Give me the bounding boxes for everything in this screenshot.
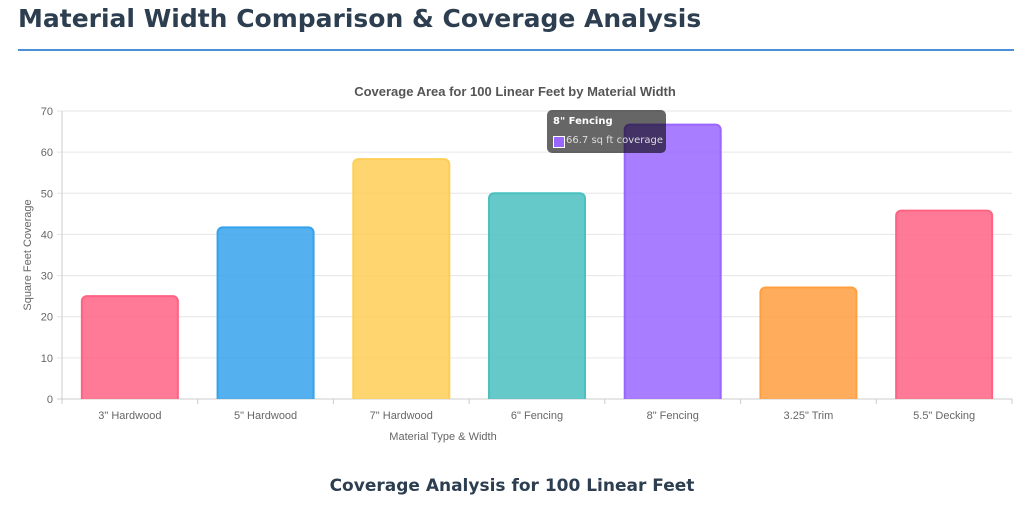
y-tick-label: 0 (47, 394, 53, 406)
section-title: Coverage Analysis for 100 Linear Feet (329, 476, 695, 496)
page-title: Material Width Comparison & Coverage Ana… (18, 4, 702, 33)
y-axis-label: Square Feet Coverage (22, 199, 34, 310)
y-tick-label: 20 (41, 312, 53, 324)
y-tick-label: 10 (41, 353, 53, 365)
title-divider (18, 49, 1014, 51)
tooltip-title: 8" Fencing (553, 116, 613, 127)
chart-title: Coverage Area for 100 Linear Feet by Mat… (354, 84, 676, 99)
x-tick-label: 3.25" Trim (784, 410, 834, 422)
y-tick-label: 60 (41, 147, 53, 159)
x-tick-label: 5.5" Decking (913, 410, 975, 422)
y-tick-label: 30 (41, 271, 53, 283)
x-tick-label: 3" Hardwood (98, 410, 161, 422)
tooltip-swatch (553, 136, 565, 148)
x-tick-label: 8" Fencing (647, 410, 699, 422)
x-tick-label: 6" Fencing (511, 410, 563, 422)
tooltip-value: 66.7 sq ft coverage (566, 135, 664, 146)
bar (352, 158, 451, 399)
bar (216, 226, 315, 399)
bar (80, 295, 179, 399)
bar-chart: Coverage Area for 100 Linear Feet by Mat… (22, 84, 1013, 443)
y-tick-label: 70 (41, 106, 53, 118)
y-tick-label: 40 (41, 229, 53, 241)
x-tick-label: 7" Hardwood (370, 410, 433, 422)
x-tick-label: 5" Hardwood (234, 410, 297, 422)
chart-tooltip: 8" Fencing 66.7 sq ft coverage (547, 110, 666, 153)
bar (488, 192, 586, 399)
y-tick-label: 50 (41, 188, 53, 200)
x-axis-label: Material Type & Width (389, 431, 496, 443)
bar (759, 286, 858, 399)
bar (895, 209, 994, 399)
bar (623, 123, 722, 399)
